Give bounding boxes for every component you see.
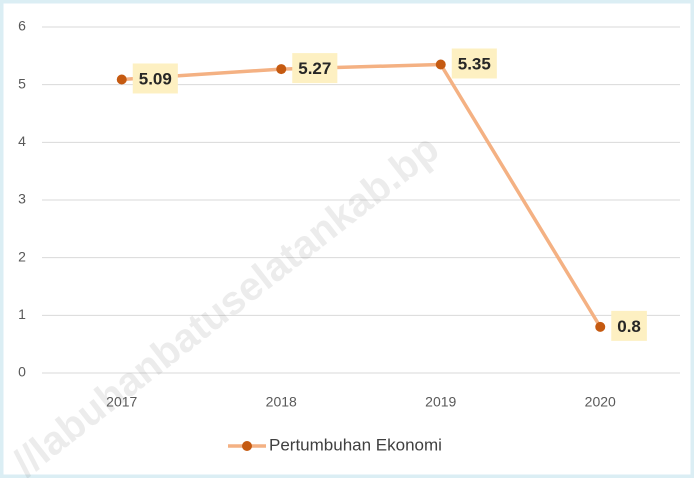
data-label-group: 5.35 xyxy=(451,48,497,79)
line xyxy=(121,62,602,328)
x-tick-label: 2017 xyxy=(106,394,137,410)
marker xyxy=(595,321,606,332)
data-label-box xyxy=(132,63,178,94)
data-label-group: 0.8 xyxy=(611,310,647,341)
x-tick-label: 2018 xyxy=(266,394,297,410)
data-label: 0.8 xyxy=(617,317,641,336)
data-label: 5.35 xyxy=(458,54,491,73)
data-label-box xyxy=(292,53,338,84)
data-label-box xyxy=(611,310,647,341)
y-tick-label: 2 xyxy=(18,248,26,264)
y-tick-label: 1 xyxy=(18,306,26,322)
y-tick-label: 3 xyxy=(18,191,26,207)
y-tick-label: 4 xyxy=(18,133,26,149)
x-tick-label: 2019 xyxy=(425,394,456,410)
data-label: 5.27 xyxy=(298,59,331,78)
data-label-group: 5.09 xyxy=(132,63,178,94)
marker xyxy=(435,59,446,70)
data-label: 5.09 xyxy=(139,69,172,88)
data-label-box xyxy=(451,48,497,79)
data-label-group: 5.27 xyxy=(292,53,338,84)
y-tick-label: 6 xyxy=(18,18,26,34)
y-tick-label: 0 xyxy=(18,364,26,380)
marker xyxy=(276,64,287,75)
marker xyxy=(116,74,127,85)
y-tick-label: 5 xyxy=(18,75,26,91)
legend-label: Pertumbuhan Ekonomi xyxy=(269,435,442,454)
legend-marker xyxy=(242,441,252,451)
x-tick-label: 2020 xyxy=(585,394,616,410)
